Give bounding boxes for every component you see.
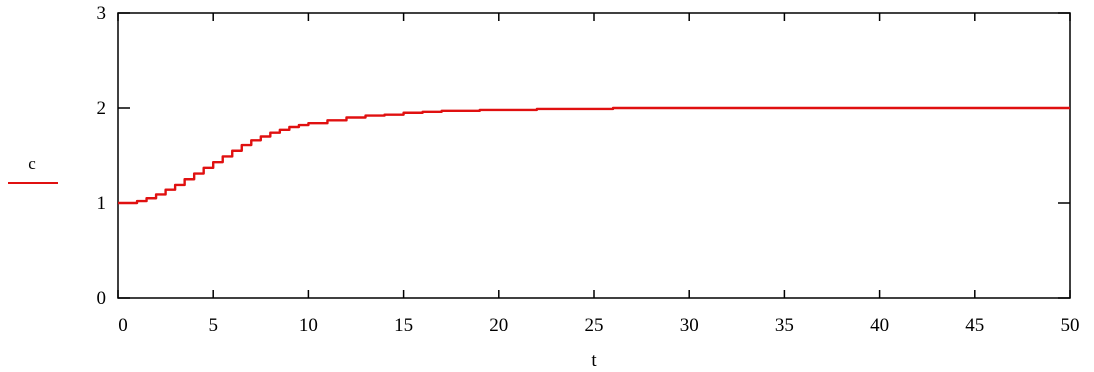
series-layer <box>118 106 1070 205</box>
plot-frame <box>117 12 1071 299</box>
plot-area <box>117 12 1071 299</box>
x-tick-label: 35 <box>775 315 794 336</box>
x-tick-label: 25 <box>585 315 604 336</box>
x-tick-label: 20 <box>489 315 508 336</box>
x-tick-label: 50 <box>1061 315 1080 336</box>
x-tick-label: 45 <box>965 315 984 336</box>
y-tick-label: 1 <box>97 193 107 214</box>
x-tick-label: 15 <box>394 315 413 336</box>
x-tick-label: 0 <box>118 315 128 336</box>
legend: c <box>8 154 58 184</box>
y-tick-label: 3 <box>97 3 107 24</box>
legend-label-c: c <box>28 154 36 173</box>
x-axis: 0 5 10 15 20 25 30 35 40 45 50 <box>117 13 1080 336</box>
x-tick-label: 30 <box>680 315 699 336</box>
series-line-c <box>118 106 1070 205</box>
x-tick-label: 40 <box>870 315 889 336</box>
y-axis: 0 1 2 3 <box>97 3 1070 309</box>
x-tick-label: 10 <box>299 315 318 336</box>
y-tick-label: 0 <box>97 288 107 309</box>
y-tick-label: 2 <box>97 98 107 119</box>
x-axis-label: t <box>591 350 597 371</box>
x-tick-label: 5 <box>208 315 218 336</box>
